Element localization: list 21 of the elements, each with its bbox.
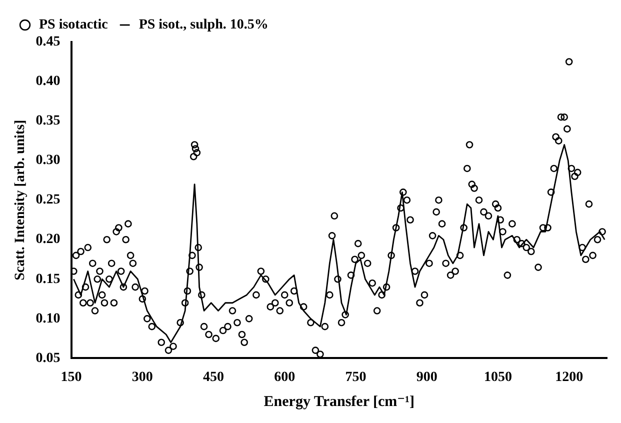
- y-tick-label: 0.10: [36, 311, 60, 326]
- y-tick-label: 0.30: [36, 153, 60, 168]
- x-tick-label: 750: [345, 370, 366, 386]
- y-tick-label: 0.40: [36, 74, 60, 90]
- x-tick-label: 1050: [484, 370, 512, 386]
- y-tick-label: 0.20: [36, 232, 60, 248]
- x-tick-label: 1200: [555, 370, 584, 386]
- x-tick-label: 450: [203, 370, 224, 386]
- legend-label: PS isot., sulph. 10.5%: [138, 18, 268, 33]
- y-tick-label: 0.15: [36, 272, 60, 287]
- x-tick-label: 150: [60, 370, 82, 386]
- legend-label: PS isotactic: [39, 18, 108, 33]
- y-axis-title: Scatt. Intensity [arb. units]: [13, 120, 28, 280]
- y-tick-label: 0.25: [36, 192, 60, 208]
- x-tick-label: 900: [416, 370, 438, 386]
- x-axis-title: Energy Transfer [cm⁻¹]: [264, 394, 415, 410]
- y-tick-label: 0.45: [36, 34, 60, 50]
- x-tick-label: 600: [274, 370, 296, 386]
- y-tick-label: 0.05: [36, 350, 60, 366]
- y-tick-label: 0.35: [36, 114, 60, 129]
- x-tick-label: 300: [132, 370, 153, 386]
